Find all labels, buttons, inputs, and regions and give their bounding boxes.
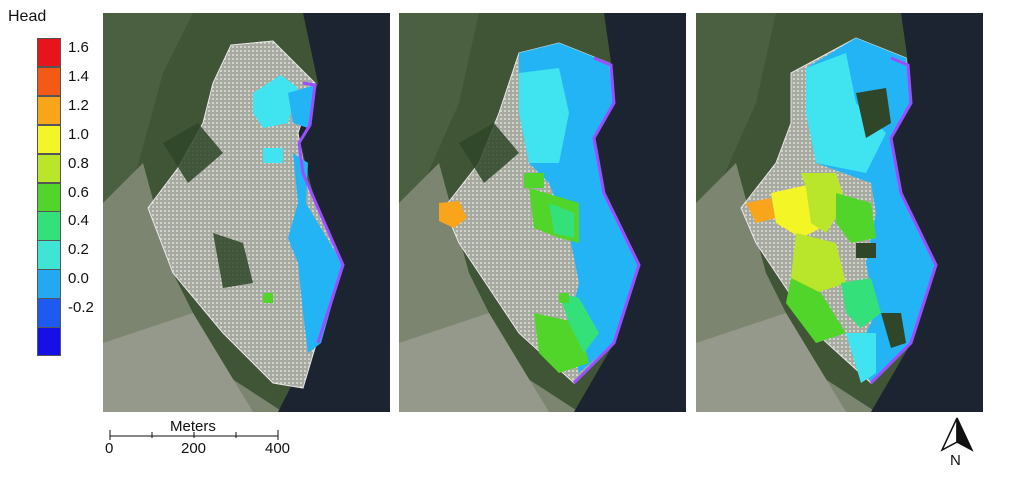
north-arrow-icon <box>940 417 974 452</box>
legend-label: 0.6 <box>68 183 89 201</box>
map-panel-3 <box>696 13 983 412</box>
legend-swatch <box>37 124 61 155</box>
scale-tick-200: 200 <box>181 440 207 457</box>
legend-label: 0.4 <box>68 212 89 230</box>
legend-title: Head <box>8 8 47 25</box>
legend-swatch <box>37 298 61 328</box>
legend-label: -0.2 <box>68 299 94 317</box>
legend-label: 0.0 <box>68 270 89 288</box>
north-label: N <box>950 452 961 469</box>
legend-label: 1.2 <box>68 96 89 114</box>
scale-title: Meters <box>170 418 216 435</box>
legend-swatch <box>37 66 61 97</box>
map-panel-2 <box>399 13 686 412</box>
scale-tick-400: 400 <box>265 440 291 457</box>
legend-label: 1.4 <box>68 67 89 85</box>
legend-swatch <box>37 182 61 212</box>
scale-tick-0: 0 <box>105 440 114 457</box>
legend-swatch <box>37 269 61 299</box>
legend-swatch <box>37 38 61 68</box>
legend-swatch <box>37 95 61 126</box>
legend-colorbar <box>37 38 61 357</box>
legend-label: 1.0 <box>68 125 89 143</box>
legend-swatch <box>37 327 61 357</box>
map-panel-1 <box>103 13 390 412</box>
legend-label: 1.6 <box>68 39 89 56</box>
legend-swatch <box>37 211 61 241</box>
legend-label: 0.8 <box>68 154 89 172</box>
legend-swatch <box>37 240 61 270</box>
scale-bar-graphic <box>109 430 279 440</box>
legend-swatch <box>37 153 61 184</box>
legend-label: 0.2 <box>68 241 89 259</box>
river <box>278 13 390 412</box>
